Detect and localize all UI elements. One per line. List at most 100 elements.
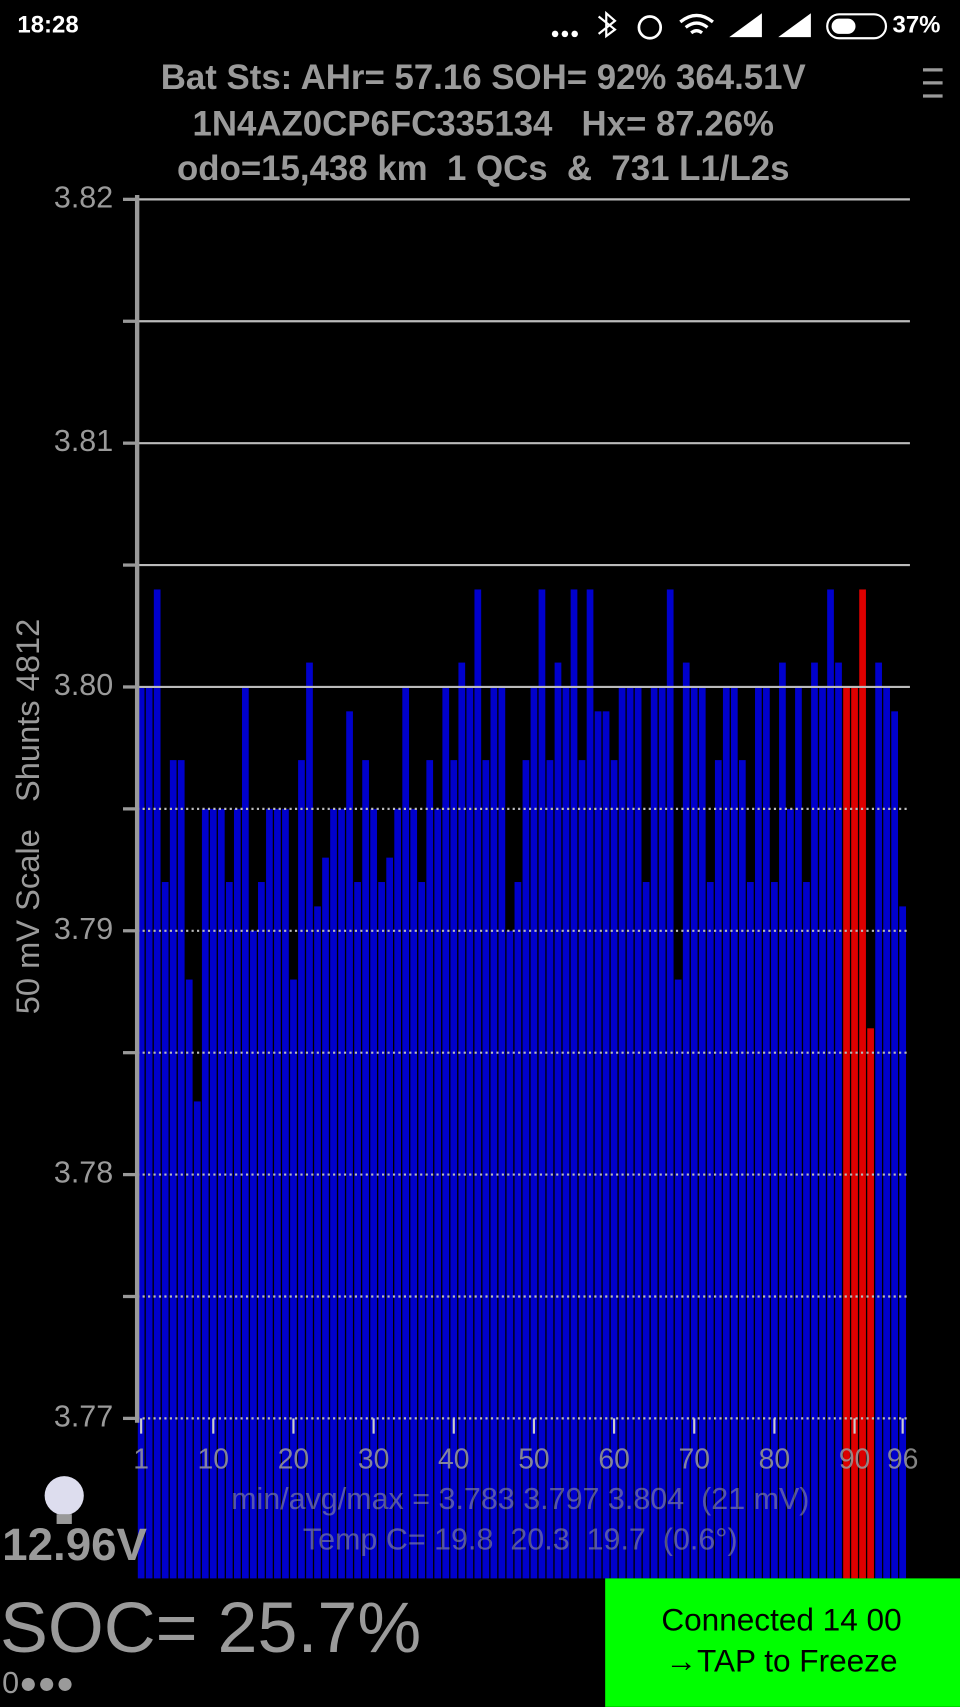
bar [346,711,353,1579]
bar [418,882,426,1579]
freeze-button[interactable]: Connected 14 00 →TAP to Freeze [605,1578,960,1707]
annotation: min/avg/max = 3.783 3.797 3.804 (21 mV) [231,1482,809,1516]
bar [201,808,209,1579]
bar [578,760,586,1579]
x-tick-label: 96 [887,1442,918,1474]
bar [225,882,233,1579]
bar [442,686,450,1579]
bar [722,686,730,1579]
bar [779,662,786,1579]
button-label[interactable]: Connected 14 00 [661,1601,901,1637]
bar [554,662,562,1579]
bar [386,857,393,1579]
bar [314,906,321,1579]
bar [185,979,193,1579]
bar [610,760,618,1579]
x-tick-label: 20 [278,1442,309,1474]
bar [787,808,794,1579]
y-tick-label: 3.77 [54,1399,113,1433]
bar [306,662,313,1579]
bar [763,686,770,1579]
bar [634,686,642,1579]
bulb-icon [44,1476,84,1524]
bar [426,760,434,1579]
bar [338,808,345,1579]
bar [827,589,834,1579]
bar [378,882,385,1579]
bar [843,686,850,1579]
y-tick-label: 3.82 [54,180,113,214]
bar [242,686,249,1579]
bar [594,711,602,1579]
bar [674,979,682,1579]
bar [209,808,217,1579]
bar [233,808,241,1579]
header-line: Bat Sts: AHr= 57.16 SOH= 92% 364.51V [161,58,806,97]
bar [490,686,498,1579]
bar [586,589,594,1579]
bar [514,882,522,1579]
bar [867,1028,874,1579]
button-label[interactable]: →TAP to Freeze [665,1643,897,1679]
bar [755,686,762,1579]
bar [498,686,506,1579]
bar [161,882,169,1579]
bar [835,662,842,1579]
bar [298,760,305,1579]
y-tick-label: 3.80 [54,668,113,702]
x-tick-label: 70 [679,1442,710,1474]
menu-button[interactable] [922,68,943,98]
bar [738,760,746,1579]
bar [883,686,890,1579]
header-line: 1N4AZ0CP6FC335134 Hx= 87.26% [193,105,775,144]
bar [354,882,361,1579]
bar [474,589,482,1579]
plot[interactable] [137,589,907,1579]
bar [370,808,377,1579]
x-tick-label: 90 [839,1442,870,1474]
bar [193,1101,201,1579]
x-tick-label: 30 [358,1442,389,1474]
bar [522,760,530,1579]
bar [698,686,706,1579]
bar [650,686,658,1579]
bar [153,589,161,1579]
bar [570,589,578,1579]
voltage: 12.96V [2,1519,147,1570]
header-line: odo=15,438 km 1 QCs & 731 L1/L2s [177,149,789,188]
bar [217,808,225,1579]
bar [602,711,610,1579]
annotation: Temp C= 19.8 20.3 19.7 (0.6°) [303,1522,738,1556]
bar [851,686,858,1579]
bar [899,906,907,1579]
bar [482,760,490,1579]
bar [282,808,289,1579]
bar [137,686,145,1579]
x-tick-label: 50 [518,1442,549,1474]
bar [682,662,690,1579]
battery-level: 37% [893,12,941,39]
bar [891,711,898,1579]
bar [274,808,281,1579]
bar [145,686,153,1579]
y-tick-label: 3.78 [54,1156,113,1190]
bar [458,662,466,1579]
bar [466,686,474,1579]
bar [730,686,738,1579]
bar [714,760,722,1579]
bar [562,686,570,1579]
indicator: 0●●● [2,1666,74,1700]
button-background[interactable] [605,1578,960,1707]
bar [450,760,458,1579]
y-axis-label: 50 mV Scale Shunts 4812 [9,619,46,1015]
bar [402,686,410,1579]
bar [803,882,810,1579]
bar [819,686,826,1579]
bar [250,930,257,1579]
bar [506,930,514,1579]
bar [795,686,802,1579]
bar [618,686,626,1579]
bar [747,882,754,1579]
